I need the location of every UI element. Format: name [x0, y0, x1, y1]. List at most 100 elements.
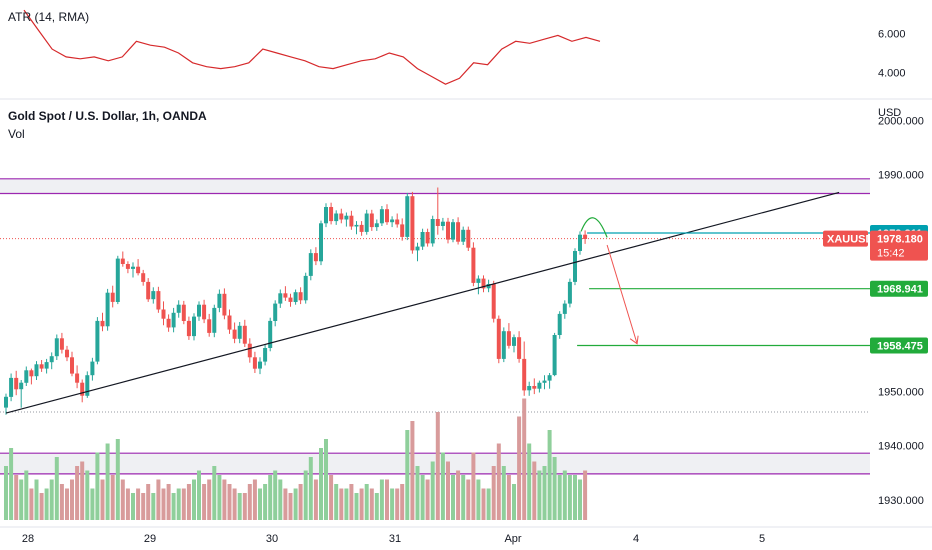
candle-body — [136, 266, 141, 274]
resistance-zone-fill — [0, 178, 870, 194]
candle-body — [446, 221, 450, 240]
volume-bar — [34, 479, 39, 520]
candle-body — [49, 356, 54, 363]
candle-body — [252, 357, 257, 369]
volume-bar — [176, 488, 181, 520]
candle-body — [496, 318, 501, 359]
volume-bar — [583, 470, 588, 520]
symbol-tag: XAUUSD — [827, 234, 874, 246]
candle-body — [156, 291, 161, 310]
candle-body — [120, 258, 125, 264]
candle-body — [4, 396, 8, 408]
atr-line — [23, 9, 601, 85]
volume-bar — [192, 479, 196, 520]
candle-body — [95, 320, 100, 362]
candle-body — [547, 375, 552, 381]
volume-bar — [405, 430, 410, 520]
candle-body — [395, 219, 400, 225]
support-zone-fill — [0, 453, 870, 474]
candle-body — [268, 320, 273, 348]
candle-body — [192, 316, 196, 337]
volume-bar — [435, 412, 440, 520]
price-tick-label: 2000.000 — [878, 115, 924, 127]
volume-bar — [501, 466, 506, 520]
volume-bar — [471, 452, 476, 520]
volume-bar — [80, 461, 85, 520]
volume-bar — [166, 484, 171, 520]
candle-body — [80, 382, 85, 396]
volume-bar — [29, 488, 34, 520]
candle-body — [115, 258, 120, 302]
volume-bar — [65, 488, 69, 520]
projection-arrowhead — [629, 335, 639, 345]
candle-body — [303, 275, 308, 301]
volume-bar — [125, 488, 130, 520]
price-tick-label: 1990.000 — [878, 170, 924, 182]
volume-bar — [181, 488, 186, 520]
price-tick-label: 1940.000 — [878, 441, 924, 453]
candle-body — [298, 292, 303, 301]
candle-body — [273, 303, 278, 321]
volume-bar — [430, 461, 435, 520]
candle-body — [567, 281, 572, 304]
candle-body — [75, 373, 80, 383]
volume-bar — [329, 475, 334, 520]
volume-bar — [217, 475, 222, 520]
volume-bar — [425, 479, 430, 520]
candle-body — [349, 215, 354, 227]
candle-body — [65, 349, 69, 358]
candle-body — [9, 377, 14, 397]
time-tick-label: 5 — [759, 533, 765, 545]
volume-bar — [120, 479, 125, 520]
volume-bar — [14, 475, 19, 520]
candle-body — [451, 222, 455, 240]
currency-label: USD — [878, 107, 901, 119]
target-tag-2-bg — [870, 337, 928, 354]
candle-body — [212, 307, 217, 333]
volume-bar — [578, 479, 582, 520]
volume-bar — [364, 484, 369, 520]
current-price-tag-bg — [870, 230, 928, 261]
candle-body — [542, 380, 547, 383]
candle-body — [308, 253, 313, 276]
candle-body — [141, 273, 146, 282]
candle-body — [430, 219, 435, 244]
atr-legend: ATR (14, RMA) — [8, 10, 89, 24]
volume-bar — [273, 470, 278, 520]
volume-bar — [268, 475, 273, 520]
candle-body — [456, 222, 461, 242]
candle-body — [90, 361, 95, 376]
candle-body — [354, 224, 359, 227]
candle-body — [14, 377, 19, 390]
candle-body — [197, 304, 201, 317]
volume-bar — [95, 452, 100, 520]
volume-bar — [298, 484, 303, 520]
candle-body — [324, 207, 328, 224]
volume-bar — [110, 475, 115, 520]
candle-body — [247, 343, 252, 358]
candle-body — [420, 232, 425, 247]
candle-body — [537, 382, 542, 389]
volume-bar — [263, 484, 268, 520]
candle-body — [390, 219, 395, 223]
volume-bar — [278, 479, 283, 520]
volume-bar — [44, 488, 49, 520]
volume-bar — [105, 443, 110, 520]
candle-body — [278, 293, 283, 304]
volume-bar — [552, 457, 557, 520]
candle-body — [166, 318, 171, 328]
candle-body — [39, 364, 44, 369]
candle-body — [70, 357, 74, 374]
candle-body — [512, 337, 516, 346]
volume-bar — [537, 470, 542, 520]
target-tag-2: 1958.475 — [877, 341, 923, 353]
candle-body — [151, 291, 156, 300]
current-price-tag: 1978.180 — [877, 234, 923, 246]
candle-body — [131, 266, 135, 269]
projection-arrow — [606, 244, 638, 344]
volume-bar — [506, 475, 511, 520]
candle-body — [186, 320, 191, 337]
volume-bar — [557, 475, 562, 520]
candle-body — [161, 309, 166, 319]
candle-body — [491, 284, 496, 319]
